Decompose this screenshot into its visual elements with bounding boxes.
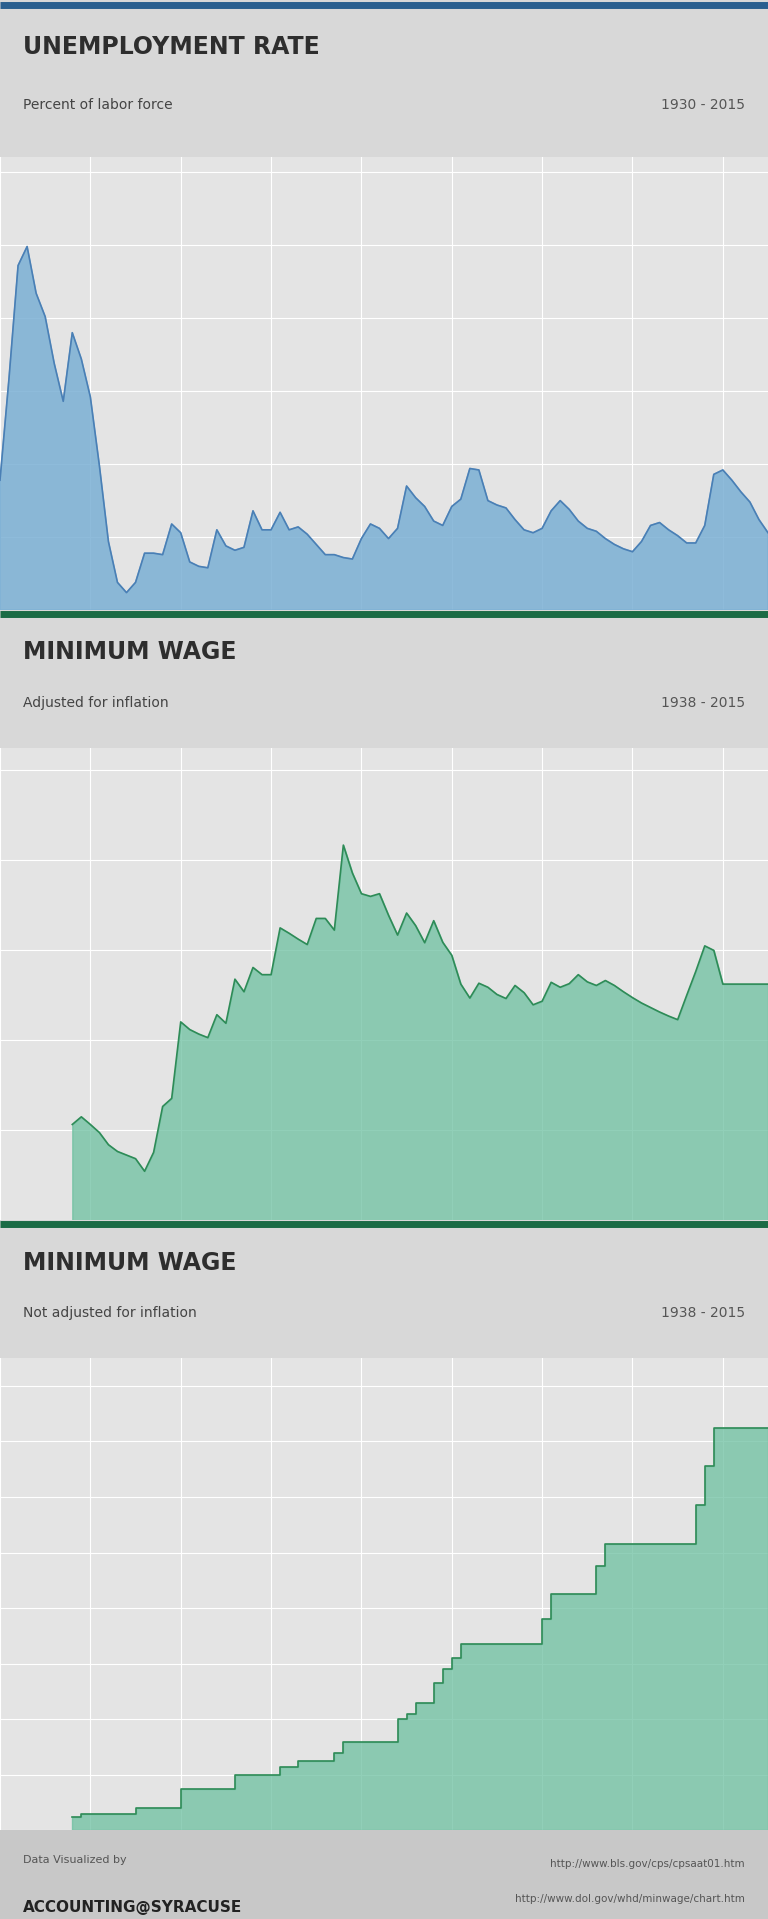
Text: ACCOUNTING@SYRACUSE: ACCOUNTING@SYRACUSE <box>23 1900 242 1915</box>
Text: 1930 - 2015: 1930 - 2015 <box>661 98 745 111</box>
Text: Not adjusted for inflation: Not adjusted for inflation <box>23 1305 197 1320</box>
Text: Adjusted for inflation: Adjusted for inflation <box>23 695 169 710</box>
Text: 1938 - 2015: 1938 - 2015 <box>660 695 745 710</box>
Text: Data Visualized by: Data Visualized by <box>23 1856 127 1865</box>
Text: Percent of labor force: Percent of labor force <box>23 98 173 111</box>
Text: MINIMUM WAGE: MINIMUM WAGE <box>23 641 237 664</box>
Text: MINIMUM WAGE: MINIMUM WAGE <box>23 1251 237 1274</box>
Text: http://www.bls.gov/cps/cpsaat01.htm: http://www.bls.gov/cps/cpsaat01.htm <box>551 1860 745 1869</box>
Text: UNEMPLOYMENT RATE: UNEMPLOYMENT RATE <box>23 35 319 59</box>
Text: 1938 - 2015: 1938 - 2015 <box>660 1305 745 1320</box>
Text: http://www.dol.gov/whd/minwage/chart.htm: http://www.dol.gov/whd/minwage/chart.htm <box>515 1894 745 1904</box>
